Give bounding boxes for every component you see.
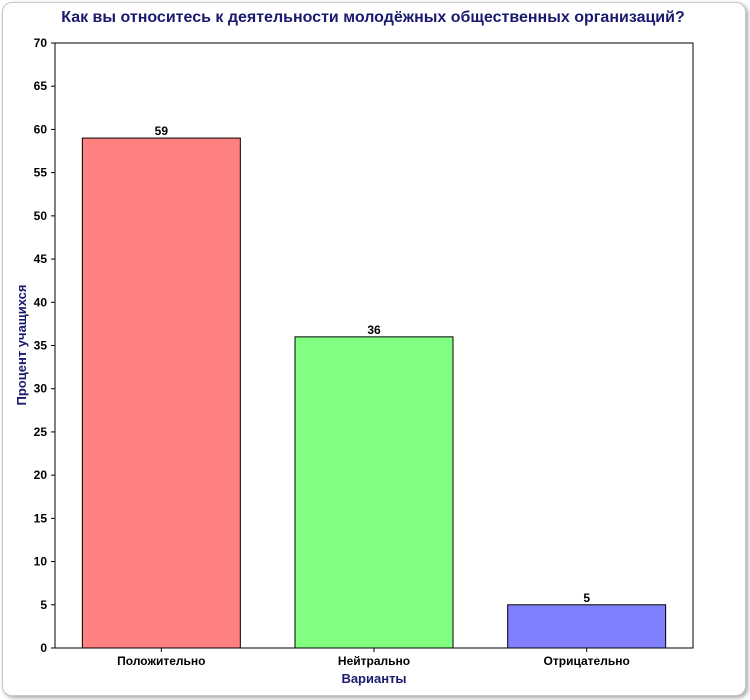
y-axis: 0 5 10 15 20 25 30 35 40 45 50 55 60 65 70 bbox=[34, 36, 55, 655]
bar-value-label: 59 bbox=[155, 124, 169, 138]
y-tick-label: 25 bbox=[34, 425, 48, 439]
y-tick-label: 45 bbox=[34, 252, 48, 266]
bars: 59 36 5 bbox=[81, 124, 667, 649]
y-tick-label: 5 bbox=[40, 598, 47, 612]
y-tick-label: 55 bbox=[34, 166, 48, 180]
y-tick-label: 70 bbox=[34, 36, 48, 50]
y-tick-label: 40 bbox=[34, 295, 48, 309]
bar-value-label: 36 bbox=[367, 323, 381, 337]
x-tick-label: Отрицательно bbox=[544, 654, 630, 668]
y-tick-label: 50 bbox=[34, 209, 48, 223]
x-axis: Положительно Нейтрально Отрицательно bbox=[117, 648, 630, 668]
chart-title: Как вы относитесь к деятельности молодёж… bbox=[61, 9, 685, 26]
x-tick-label: Положительно bbox=[117, 654, 205, 668]
bar bbox=[81, 137, 241, 649]
y-tick-label: 30 bbox=[34, 382, 48, 396]
y-axis-title: Процент учащихся bbox=[14, 285, 29, 406]
bar bbox=[507, 604, 667, 649]
y-tick-label: 20 bbox=[34, 468, 48, 482]
x-axis-title: Варианты bbox=[341, 671, 406, 686]
y-tick-label: 60 bbox=[34, 122, 48, 136]
y-tick-label: 10 bbox=[34, 555, 48, 569]
bar bbox=[294, 336, 454, 649]
y-tick-label: 15 bbox=[34, 511, 48, 525]
y-tick-label: 65 bbox=[34, 79, 48, 93]
y-tick-label: 0 bbox=[40, 641, 47, 655]
bar-value-label: 5 bbox=[583, 591, 590, 605]
y-tick-label: 35 bbox=[34, 339, 48, 353]
x-tick-label: Нейтрально bbox=[338, 654, 410, 668]
